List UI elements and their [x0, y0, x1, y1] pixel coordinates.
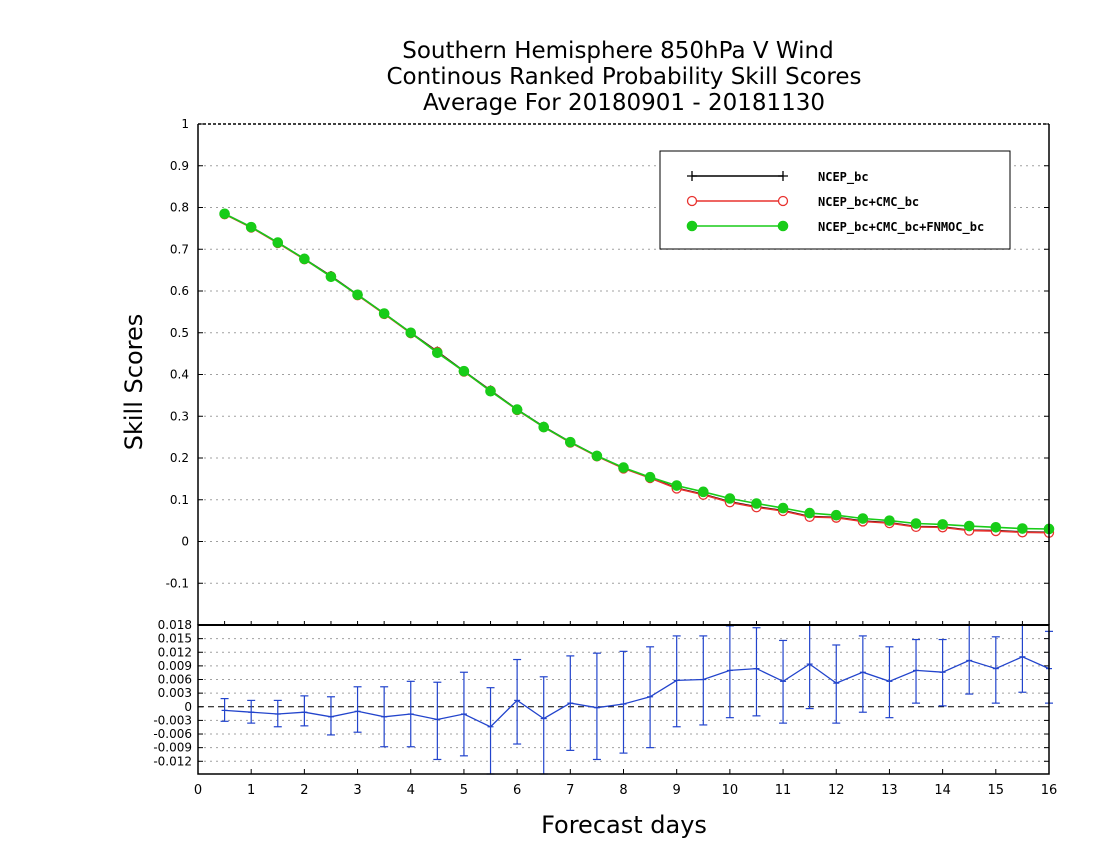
x-tick-label: 3: [353, 783, 361, 798]
data-point: [378, 308, 390, 319]
data-point: [963, 520, 975, 532]
chart-title-line-3: Average For 20180901 - 20181130: [423, 90, 825, 116]
series-line: [224, 213, 1050, 530]
main-y-tick-label: 0.8: [170, 201, 189, 215]
main-y-tick-label: 0.9: [170, 159, 189, 173]
x-tick-label: 5: [460, 783, 468, 798]
x-tick-label: 0: [194, 783, 202, 798]
main-y-tick-label: -0.1: [166, 576, 189, 590]
x-tick-label: 8: [619, 783, 627, 798]
legend-label: NCEP_bc+CMC_bc+FNMOC_bc: [818, 220, 984, 235]
main-y-tick-label: 0.5: [170, 326, 189, 340]
legend-marker: [686, 220, 698, 232]
chart-title-line-2: Continous Ranked Probability Skill Score…: [386, 64, 861, 90]
x-tick-label: 16: [1041, 783, 1058, 798]
main-y-tick-label: 1: [181, 117, 189, 131]
y-axis-title: Skill Scores: [120, 314, 148, 451]
legend-label: NCEP_bc: [818, 170, 869, 185]
diff-y-tick-label: 0: [184, 700, 192, 714]
x-tick-label: 11: [775, 783, 792, 798]
data-point: [618, 462, 629, 473]
x-tick-label: 15: [988, 783, 1005, 798]
x-tick-label: 4: [407, 783, 415, 798]
data-point: [219, 208, 230, 220]
main-y-tick-label: 0.3: [170, 409, 189, 423]
data-point: [990, 522, 1002, 533]
data-point: [538, 421, 550, 433]
x-axis-title: Forecast days: [541, 811, 707, 839]
diff-y-tick-label: 0.006: [158, 673, 192, 687]
x-tick-label: 13: [881, 783, 898, 798]
data-point: [591, 450, 603, 462]
diff-y-tick-label: -0.012: [153, 754, 192, 768]
x-tick-label: 14: [934, 783, 951, 798]
data-point: [644, 471, 656, 483]
legend-marker: [778, 171, 788, 181]
series-line: [224, 213, 1050, 534]
diff-y-tick-label: -0.009: [153, 741, 192, 755]
data-point: [777, 502, 789, 514]
main-y-tick-label: 0.2: [170, 451, 189, 465]
diff-y-tick-label: 0.009: [158, 659, 192, 673]
data-point: [245, 221, 257, 233]
data-point: [485, 385, 496, 397]
data-point: [830, 509, 842, 521]
diff-y-tick-label: 0.018: [158, 618, 192, 632]
x-tick-label: 7: [566, 783, 574, 798]
data-point: [405, 327, 417, 339]
main-y-tick-label: 0.4: [170, 368, 189, 382]
x-tick-label: 6: [513, 783, 521, 798]
legend-marker: [777, 195, 789, 207]
legend-box: [659, 150, 1011, 250]
chart-title-line-1: Southern Hemisphere 850hPa V Wind: [402, 38, 833, 64]
data-point: [1017, 523, 1028, 534]
data-point: [697, 486, 709, 498]
data-point: [857, 513, 869, 524]
difference-panel: 0.0180.0150.0120.0090.0060.0030-0.003-0.…: [153, 618, 1057, 798]
legend-label: NCEP_bc+CMC_bc: [818, 195, 919, 210]
diff-y-tick-label: 0.012: [158, 645, 192, 659]
data-point: [432, 347, 443, 359]
data-point: [299, 253, 310, 265]
series-line: [224, 213, 1050, 534]
x-tick-label: 9: [673, 783, 681, 798]
data-point: [804, 507, 815, 519]
data-point: [910, 518, 922, 529]
diff-y-tick-label: -0.006: [153, 727, 192, 741]
diff-y-tick-label: -0.003: [153, 713, 192, 727]
x-tick-label: 10: [722, 783, 739, 798]
data-point: [565, 436, 576, 448]
main-y-tick-label: 0: [181, 535, 189, 549]
legend-marker: [777, 220, 789, 232]
data-point: [724, 493, 736, 504]
x-tick-label: 1: [247, 783, 255, 798]
data-point: [671, 480, 682, 491]
diff-y-tick-label: 0.015: [158, 632, 192, 646]
x-tick-label: 12: [828, 783, 845, 798]
data-point: [272, 237, 284, 248]
main-y-tick-label: 0.6: [170, 284, 189, 298]
legend: NCEP_bc NCEP_bc+CMC_bc NCEP_bc+CMC_bc+FNMO…: [659, 150, 1011, 250]
data-point: [458, 365, 470, 377]
data-point: [325, 271, 337, 283]
legend-marker: [687, 171, 697, 181]
main-y-tick-label: 0.7: [170, 242, 189, 256]
difference-line: [224, 656, 1050, 728]
legend-marker: [686, 195, 698, 207]
main-y-tick-label: 0.1: [170, 493, 189, 507]
x-tick-label: 2: [300, 783, 308, 798]
data-point: [352, 289, 363, 301]
data-point: [884, 515, 895, 526]
data-point: [937, 519, 948, 530]
data-point: [511, 404, 523, 415]
diff-y-tick-label: 0.003: [158, 686, 192, 700]
data-point: [751, 498, 762, 509]
main-panel: 1 0.9 0.8 0.7 0.6 0.5 0.4 0.3 0.2 0.1 0 -0.1: [166, 117, 1055, 625]
